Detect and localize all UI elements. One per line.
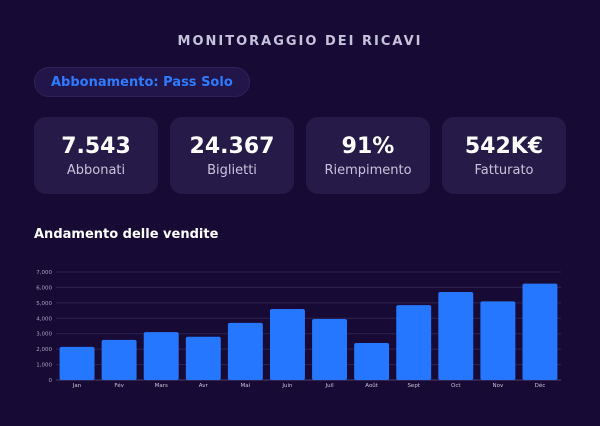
x-tick-label: Nov — [493, 383, 504, 389]
y-tick-label: 7,000 — [36, 270, 52, 276]
x-tick-label: Jan — [72, 383, 82, 389]
bar-4[interactable] — [227, 322, 263, 380]
bar-11[interactable] — [522, 283, 558, 380]
kpi-value: 24.367 — [189, 134, 275, 159]
bar-0[interactable] — [59, 346, 95, 380]
y-tick-label: 0 — [49, 378, 53, 384]
subscription-filter-label: Abbonamento: Pass Solo — [51, 74, 233, 90]
bar-10[interactable] — [480, 301, 516, 380]
kpi-card-revenue: 542K€ Fatturato — [442, 117, 566, 194]
bar-6[interactable] — [312, 319, 348, 380]
bar-8[interactable] — [396, 305, 432, 380]
bar-7[interactable] — [354, 342, 390, 380]
x-tick-label: Fév — [114, 382, 124, 389]
y-tick-label: 1,000 — [36, 363, 52, 369]
chart-section-title: Andamento delle vendite — [34, 227, 219, 242]
kpi-label: Riempimento — [324, 163, 412, 178]
kpi-label: Fatturato — [474, 163, 534, 178]
bar-3[interactable] — [185, 336, 221, 380]
y-tick-label: 6,000 — [36, 285, 52, 291]
x-tick-label: Juil — [324, 383, 334, 389]
kpi-value: 7.543 — [61, 134, 131, 159]
x-tick-label: Août — [365, 382, 379, 389]
x-tick-label: Juin — [281, 383, 293, 389]
bar-5[interactable] — [269, 309, 305, 380]
x-tick-label: Mars — [155, 383, 168, 389]
kpi-label: Biglietti — [207, 163, 257, 178]
bar-1[interactable] — [101, 339, 137, 380]
kpi-card-tickets: 24.367 Biglietti — [170, 117, 294, 194]
y-tick-label: 5,000 — [36, 301, 52, 307]
bar-9[interactable] — [438, 292, 474, 380]
x-tick-label: Déc — [535, 382, 546, 389]
x-tick-label: Sept — [407, 383, 420, 389]
kpi-value: 542K€ — [464, 134, 544, 159]
y-tick-label: 4,000 — [36, 316, 52, 322]
x-tick-label: Avr — [199, 383, 209, 389]
x-tick-label: Oct — [451, 383, 461, 389]
x-tick-label: Mai — [241, 383, 251, 389]
kpi-label: Abbonati — [66, 163, 126, 178]
kpi-value: 91% — [341, 134, 395, 159]
kpi-card-subscribers: 7.543 Abbonati — [34, 117, 158, 194]
page-title: MONITORAGGIO DEI RICAVI — [177, 34, 423, 49]
y-tick-label: 3,000 — [36, 332, 52, 338]
y-tick-label: 2,000 — [36, 347, 52, 353]
bar-2[interactable] — [143, 332, 179, 380]
kpi-card-occupancy: 91% Riempimento — [306, 117, 430, 194]
subscription-filter-pill[interactable]: Abbonamento: Pass Solo — [34, 67, 250, 97]
